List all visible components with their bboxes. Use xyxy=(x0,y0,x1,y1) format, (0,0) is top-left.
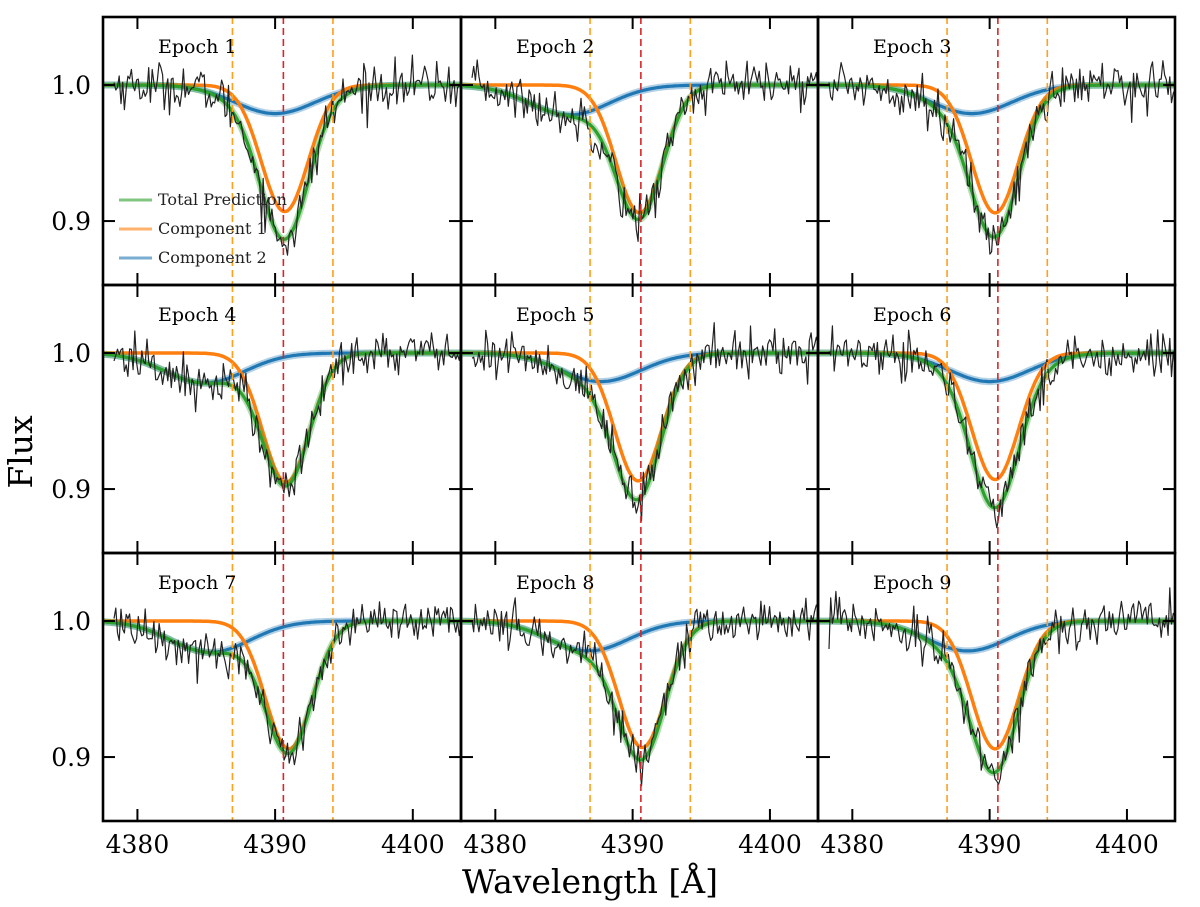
observed-spectrum xyxy=(471,322,818,522)
epoch-label: Epoch 2 xyxy=(516,36,594,58)
epoch-label: Epoch 9 xyxy=(873,572,951,594)
panel-frame xyxy=(101,283,463,555)
component1-curve xyxy=(103,619,461,751)
panel-frame xyxy=(459,15,820,287)
total-band xyxy=(103,349,461,490)
total-prediction-curve xyxy=(103,619,461,756)
y-tick-label: 1.0 xyxy=(51,71,91,100)
component2-band xyxy=(103,81,461,118)
panel-epoch-4: Epoch 4 xyxy=(101,283,463,555)
panels-layer: Epoch 1 Total Prediction Component 1 Compon… xyxy=(101,15,1177,823)
panel-frame xyxy=(101,551,463,823)
total-band xyxy=(461,617,818,764)
observed-spectrum xyxy=(113,330,461,498)
component1-curve xyxy=(818,83,1175,215)
x-axis-title: Wavelength [Å] xyxy=(462,861,718,901)
panel-epoch-8: Epoch 8 xyxy=(459,551,820,823)
y-tick-label: 0.9 xyxy=(51,475,91,504)
y-tick-label: 0.9 xyxy=(51,743,91,772)
y-tick-labels: 0.9 1.0 0.9 1.0 0.9 1.0 xyxy=(51,71,91,772)
epoch-label: Epoch 8 xyxy=(516,572,594,594)
epoch-label: Epoch 3 xyxy=(873,36,951,58)
y-tick-label: 0.9 xyxy=(51,207,91,236)
epoch-label: Epoch 4 xyxy=(158,304,236,326)
panel-epoch-1: Epoch 1 Total Prediction Component 1 Compon… xyxy=(101,15,463,287)
panel-epoch-6: Epoch 6 xyxy=(816,283,1177,555)
observed-spectrum xyxy=(828,587,1175,786)
total-prediction-curve xyxy=(103,351,461,488)
total-prediction-curve xyxy=(818,351,1175,510)
total-prediction-curve xyxy=(818,619,1175,775)
y-tick-label: 1.0 xyxy=(51,339,91,368)
component1-curve xyxy=(461,619,818,750)
x-tick-label: 4400 xyxy=(738,830,802,859)
y-tick-label: 1.0 xyxy=(51,607,91,636)
panel-epoch-9: Epoch 9 xyxy=(816,551,1177,823)
observed-spectrum xyxy=(113,601,461,766)
observed-spectrum xyxy=(828,60,1175,255)
total-band xyxy=(103,81,461,243)
total-prediction-curve xyxy=(461,83,818,222)
x-tick-label: 4390 xyxy=(601,830,665,859)
x-tick-label: 4380 xyxy=(464,830,528,859)
x-tick-label: 4400 xyxy=(381,830,445,859)
panel-frame xyxy=(816,551,1177,823)
observed-spectrum xyxy=(113,54,461,256)
x-tick-labels: 4380 4390 4400 4380 4390 4400 4380 4390 4400 xyxy=(106,830,1159,859)
panel-frame xyxy=(816,283,1177,555)
total-prediction-curve xyxy=(103,83,461,241)
x-tick-label: 4380 xyxy=(821,830,885,859)
epoch-label: Epoch 1 xyxy=(158,36,236,58)
x-tick-label: 4400 xyxy=(1095,830,1159,859)
legend-entry: Component 1 xyxy=(158,219,267,238)
y-axis-title: Flux xyxy=(1,415,40,489)
panel-epoch-5: Epoch 5 xyxy=(459,283,820,555)
total-band xyxy=(818,349,1175,512)
panel-epoch-2: Epoch 2 xyxy=(459,15,820,287)
panel-frame xyxy=(459,551,820,823)
component1-curve xyxy=(818,351,1175,482)
epoch-label: Epoch 5 xyxy=(516,304,594,326)
x-tick-label: 4390 xyxy=(243,830,307,859)
legend-entry: Total Prediction xyxy=(158,190,287,209)
panel-frame xyxy=(459,283,820,555)
legend: Total Prediction Component 1 Component 2 xyxy=(119,190,287,267)
panel-epoch-3: Epoch 3 xyxy=(816,15,1177,287)
component1-curve xyxy=(103,351,461,485)
component2-curve xyxy=(103,83,461,116)
total-band xyxy=(461,349,818,504)
epoch-label: Epoch 6 xyxy=(873,304,951,326)
epoch-label: Epoch 7 xyxy=(158,572,236,594)
panel-epoch-7: Epoch 7 xyxy=(101,551,463,823)
x-tick-label: 4390 xyxy=(958,830,1022,859)
legend-entry: Component 2 xyxy=(158,248,267,267)
observed-spectrum xyxy=(828,325,1175,529)
x-tick-label: 4380 xyxy=(106,830,170,859)
observed-spectrum xyxy=(471,597,818,787)
component1-curve xyxy=(818,619,1175,751)
total-prediction-curve xyxy=(818,83,1175,239)
total-prediction-curve xyxy=(461,619,818,762)
total-prediction-curve xyxy=(461,351,818,502)
observed-spectrum xyxy=(471,59,818,242)
total-band xyxy=(103,617,461,757)
